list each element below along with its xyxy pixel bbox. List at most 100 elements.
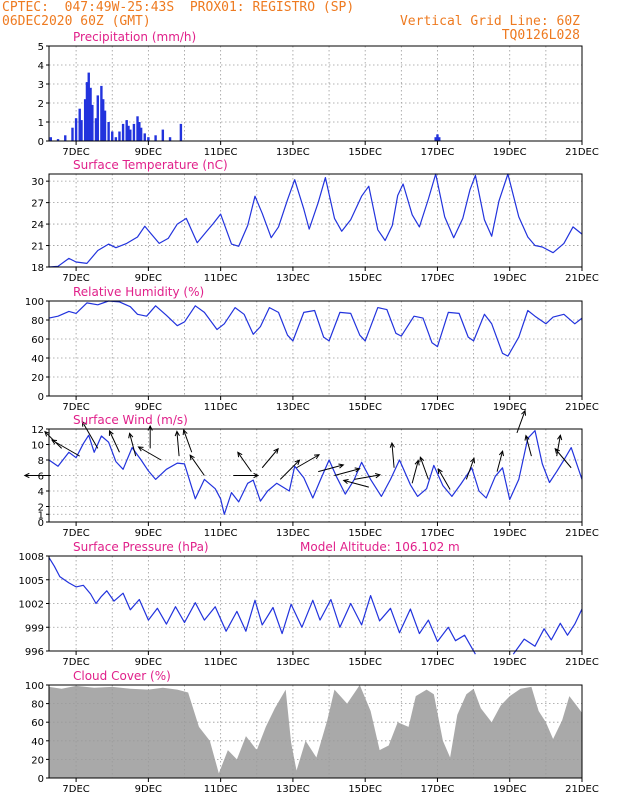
wind-vector [465,457,476,480]
x-tick-label: 19DEC [493,784,527,795]
rh-grid [48,300,583,397]
temp-line [48,173,583,268]
pres-panel: 996 999 1002 1005 1008 7DEC 9DEC 11DEC 13DEC 15DE… [19,540,599,668]
precip-bar [107,122,110,141]
precip-bar [49,137,53,141]
wind-vector [556,434,563,457]
x-tick-label: 11DEC [204,784,238,795]
wind-grid [48,428,583,523]
y-tick-label: 1002 [19,600,44,611]
y-tick-label: 40 [31,737,44,748]
y-tick-label: 1005 [19,576,44,587]
y-tick-label: 60 [31,718,44,729]
x-tick-label: 17DEC [421,402,455,413]
precip-bar [139,127,143,141]
x-tick-label: 15DEC [348,147,382,158]
x-tick-label: 9DEC [135,657,162,668]
y-tick-label: 1008 [19,552,44,563]
precip-title: Precipitation (mm/h) [73,30,196,44]
y-tick-label: 2 [38,99,44,110]
precip-bar [94,118,98,141]
run-date: 06DEC2020 60Z (GMT) [2,14,151,29]
pres-line [512,608,583,655]
y-tick-label: 100 [25,681,44,692]
x-tick-label: 17DEC [421,657,455,668]
pres-subtitle: Model Altitude: 106.102 m [300,540,460,554]
precip-bar [114,137,118,141]
wind-title: Surface Wind (m/s) [73,413,188,427]
x-tick-label: 7DEC [62,528,89,539]
wind-vector [51,439,80,457]
x-tick-label: 21DEC [565,657,599,668]
x-tick-label: 13DEC [276,657,310,668]
wind-vector [334,467,361,476]
rh-line [48,300,583,357]
y-tick-label: 0 [38,392,44,403]
y-tick-label: 100 [25,297,44,308]
y-tick-label: 1 [38,118,44,129]
precip-bar [161,129,165,141]
x-tick-label: 17DEC [421,147,455,158]
wind-vector [174,430,180,457]
x-tick-label: 13DEC [276,784,310,795]
y-tick-label: 60 [31,335,44,346]
y-tick-label: 40 [31,354,44,365]
station-info: CPTEC: 047:49W-25:43S PROX01: REGISTRO (… [2,0,355,15]
precip-bar [102,99,105,141]
x-tick-label: 15DEC [348,657,382,668]
y-tick-label: 80 [31,316,44,327]
precip-bar [87,72,90,141]
y-tick-label: 12 [31,425,44,436]
y-tick-label: 30 [31,177,44,188]
y-tick-label: 18 [31,263,44,274]
temp-panel: 18 21 24 27 30 7DEC 9DEC 11DEC 13DEC 15DEC 17DEC 19… [31,158,599,284]
x-tick-label: 7DEC [62,657,89,668]
rh-frame [48,300,583,397]
precip-bar [83,99,87,141]
precip-bar [103,110,107,141]
cloud-title: Cloud Cover (%) [73,669,171,683]
x-tick-label: 15DEC [348,784,382,795]
wind-vector [496,450,504,472]
y-tick-label: 996 [25,647,44,658]
temp-frame [48,173,583,268]
x-tick-label: 21DEC [565,402,599,413]
precip-bar [168,137,172,141]
precip-bar [85,82,89,141]
precip-bar [111,131,114,141]
wind-vector [516,409,527,434]
wind-vector [189,454,205,476]
precip-bar [100,85,103,141]
precip-frame [48,45,583,142]
x-tick-label: 19DEC [493,657,527,668]
rh-panel: 0 20 40 60 80 100 7DEC 9DEC 11DEC 13DEC 15DEC 17DEC… [25,285,599,413]
y-tick-label: 2 [38,503,44,514]
x-tick-label: 15DEC [348,528,382,539]
y-tick-label: 1 [38,510,44,521]
wind-vector [419,456,429,480]
x-tick-label: 9DEC [135,147,162,158]
cloud-frame [48,684,583,779]
y-tick-label: 80 [31,700,44,711]
precip-bar [154,135,157,141]
y-tick-label: 24 [31,220,44,231]
y-tick-label: 0 [38,137,44,148]
precip-bar [438,137,441,141]
pres-grid [48,555,583,652]
x-tick-label: 19DEC [493,402,527,413]
precip-bar [74,118,78,141]
wind-vector [554,447,572,469]
precip-bar [136,116,139,141]
precip-bar [64,135,67,141]
precip-bar [78,108,81,141]
y-tick-label: 8 [38,456,44,467]
x-tick-label: 11DEC [204,147,238,158]
precip-bar [96,95,99,141]
wind-vector [182,428,193,453]
cloud-panel: 0 20 40 60 80 100 7DEC 9DEC 11DEC 13DEC 15DEC 17DEC… [25,669,599,795]
y-tick-label: 0 [38,518,44,529]
precip-bar [434,137,437,141]
y-tick-label: 999 [25,623,44,634]
x-tick-label: 9DEC [135,273,162,284]
precip-bar [436,134,439,141]
